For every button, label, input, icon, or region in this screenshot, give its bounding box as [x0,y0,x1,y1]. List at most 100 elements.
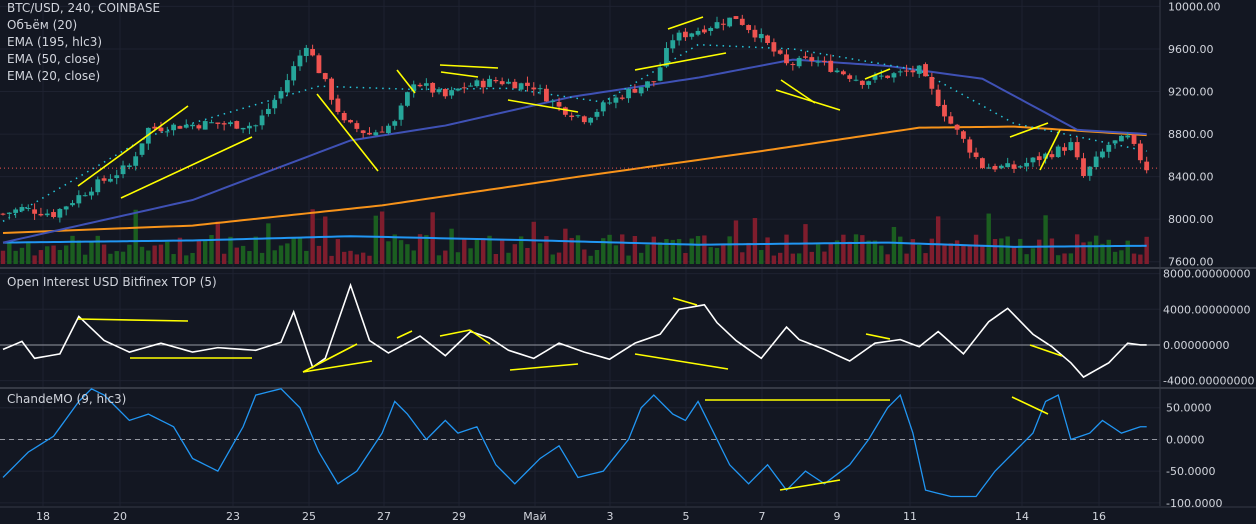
candle-body [190,124,195,127]
candle-body [449,90,455,96]
trendline [77,318,189,322]
volume-bar [202,239,208,264]
candle-body [531,87,537,90]
trendline [316,93,379,172]
candle-body [392,121,398,126]
volume-bar [841,234,846,264]
volume-bar [866,240,871,264]
candle-body [1112,140,1118,144]
candle-body [1119,135,1124,142]
candle-body [1062,147,1067,151]
candle-body [316,55,322,74]
price-tick-label: 8000.00 [1168,213,1214,226]
volume-bar [120,251,126,264]
volume-bar [973,234,979,264]
trendline [667,16,704,30]
volume-bar [499,239,505,264]
candle-body [291,66,297,81]
volume-bar [1068,253,1074,264]
volume-bar [146,250,151,264]
volume-bar [493,253,499,264]
volume-bar [702,235,707,264]
volume-bar [1100,243,1105,264]
volume-bar [620,234,625,264]
candle-body [954,124,960,130]
candle-body [0,213,6,215]
candle-body [695,30,701,35]
candle-body [1055,146,1061,158]
candle-body [158,127,164,132]
legend-ema20: EMA (20, close) [7,69,101,83]
volume-bar [228,236,233,264]
candle-body [803,56,808,58]
time-tick-label: 7 [759,510,766,523]
candle-body [891,73,897,78]
volume-bar [746,242,751,264]
volume-bar [38,250,44,264]
volume-bar [1144,236,1149,264]
volume-bar [272,250,277,264]
volume-bar [569,237,574,264]
candle-body [594,111,600,117]
volume-bar [588,255,593,264]
candle-body [310,49,316,56]
candle-body [979,158,985,168]
candle-body [303,47,309,56]
candle-body [657,67,663,81]
volume-bar [954,240,960,264]
trendline [439,64,499,69]
volume-bar [354,254,360,264]
candle-body [284,80,290,93]
candle-body [853,79,859,81]
volume-bar [76,240,82,264]
ema20-line [2,43,1147,222]
candle-body [550,100,556,102]
volume-bar [904,253,909,264]
candle-body [973,152,979,157]
volume-bar [999,238,1004,264]
volume-bar [1131,253,1137,264]
volume-bar [304,250,309,264]
trendline [396,69,416,94]
candle-body [929,77,935,89]
candle-body [1011,164,1017,169]
volume-bar [759,250,764,264]
candle-body [651,81,657,83]
trendline [302,343,358,373]
candle-body [44,213,50,216]
volume-bar [481,238,486,264]
volume-bar [714,247,720,264]
ema50-line [2,58,1147,244]
candle-body [967,139,973,153]
candle-body [758,34,764,39]
volume-bar [7,241,12,264]
candle-body [474,80,480,87]
trendline [509,363,579,371]
volume-bar [506,252,511,264]
candle-body [19,207,25,211]
candle-body [404,92,410,106]
price-tick-label: 10000.00 [1168,0,1221,13]
candle-body [878,75,884,77]
candle-body [499,81,505,85]
candle-body [1030,157,1036,163]
price-tick-label: 9200.00 [1168,86,1214,99]
candle-body [790,64,796,66]
oi-legend: Open Interest USD Bitfinex TOP (5) [7,274,217,291]
volume-bar [215,221,221,264]
candle-body [1043,153,1048,159]
oi-tick-label: 8000.00000000 [1163,268,1250,281]
volume-bar [1024,254,1029,264]
volume-bar [45,246,50,264]
candle-body [13,209,19,213]
trendline [77,105,189,187]
candle-body [581,116,587,123]
volume-bar [209,235,214,264]
candle-body [569,115,575,118]
time-tick-label: 25 [302,510,316,523]
volume-bar [32,255,37,264]
price-axes: 10000.00 9600.00 9200.00 8800.00 8400.00 8000… [1163,0,1254,509]
candle-body [840,71,846,75]
oi-tick-label: 0.00000000 [1163,339,1229,352]
